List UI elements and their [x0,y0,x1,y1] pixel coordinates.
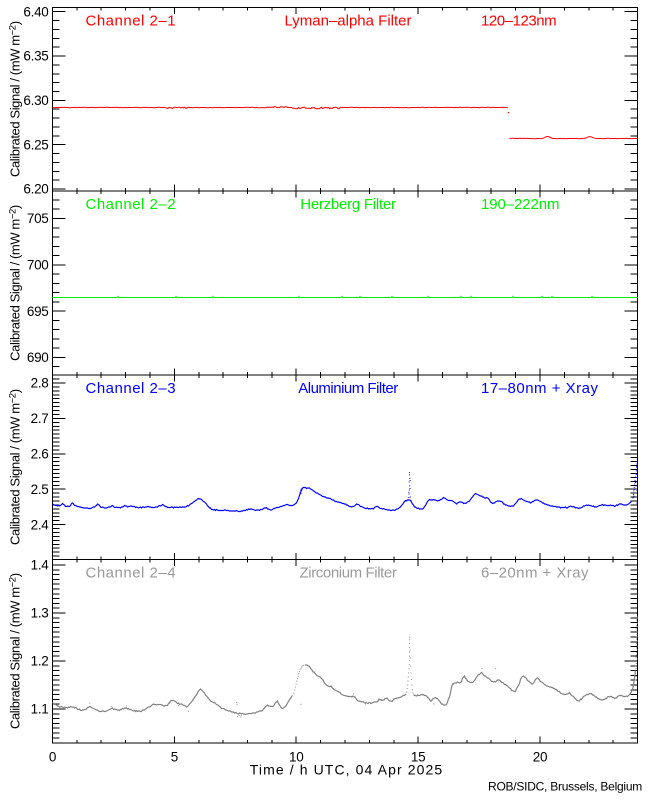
svg-text:120–123nm: 120–123nm [481,13,556,30]
svg-text:5: 5 [171,750,178,765]
svg-text:Calibrated Signal / (mW m−2): Calibrated Signal / (mW m−2) [8,389,23,545]
svg-text:Channel 2–2: Channel 2–2 [86,196,177,213]
svg-text:190–222nm: 190–222nm [481,196,559,213]
svg-text:Calibrated Signal / (mW m−2): Calibrated Signal / (mW m−2) [8,205,23,361]
svg-text:695: 695 [27,304,49,319]
svg-text:700: 700 [27,258,49,273]
svg-text:Aluminium Filter: Aluminium Filter [298,380,398,397]
svg-text:15: 15 [411,750,425,765]
svg-text:10: 10 [289,750,303,765]
svg-text:Channel 2–1: Channel 2–1 [86,13,177,30]
svg-text:1.3: 1.3 [31,606,49,621]
svg-text:1.1: 1.1 [31,702,49,717]
svg-text:2.5: 2.5 [31,482,49,497]
svg-text:1.4: 1.4 [31,558,50,573]
svg-text:690: 690 [27,350,49,365]
svg-text:6.25: 6.25 [23,137,48,152]
svg-text:6.35: 6.35 [23,49,48,64]
svg-text:6.30: 6.30 [23,93,48,108]
svg-text:Channel 2–3: Channel 2–3 [86,380,177,397]
svg-text:Zirconium Filter: Zirconium Filter [300,565,397,582]
svg-text:6.40: 6.40 [23,4,48,19]
svg-text:2.7: 2.7 [31,411,49,426]
svg-text:17–80nm + Xray: 17–80nm + Xray [481,380,599,397]
svg-text:Calibrated Signal / (mW m−2): Calibrated Signal / (mW m−2) [8,573,23,729]
svg-text:Channel 2–4: Channel 2–4 [86,565,177,582]
svg-text:Time / h UTC, 04 Apr 2025: Time / h UTC, 04 Apr 2025 [250,762,444,778]
svg-text:20: 20 [533,750,547,765]
svg-text:2.4: 2.4 [31,517,50,532]
svg-text:2.8: 2.8 [31,376,49,391]
svg-text:0: 0 [49,750,56,765]
svg-text:Lyman–alpha Filter: Lyman–alpha Filter [284,13,411,30]
svg-text:Calibrated Signal / (mW m−2): Calibrated Signal / (mW m−2) [8,21,23,177]
svg-text:6–20nm + Xray: 6–20nm + Xray [481,565,589,582]
svg-text:6.20: 6.20 [23,182,48,197]
svg-text:705: 705 [27,211,49,226]
svg-text:Herzberg Filter: Herzberg Filter [300,196,396,213]
svg-text:2.6: 2.6 [31,447,49,462]
svg-text:ROB/SIDC, Brussels, Belgium: ROB/SIDC, Brussels, Belgium [488,780,642,794]
svg-text:1.2: 1.2 [31,654,49,669]
